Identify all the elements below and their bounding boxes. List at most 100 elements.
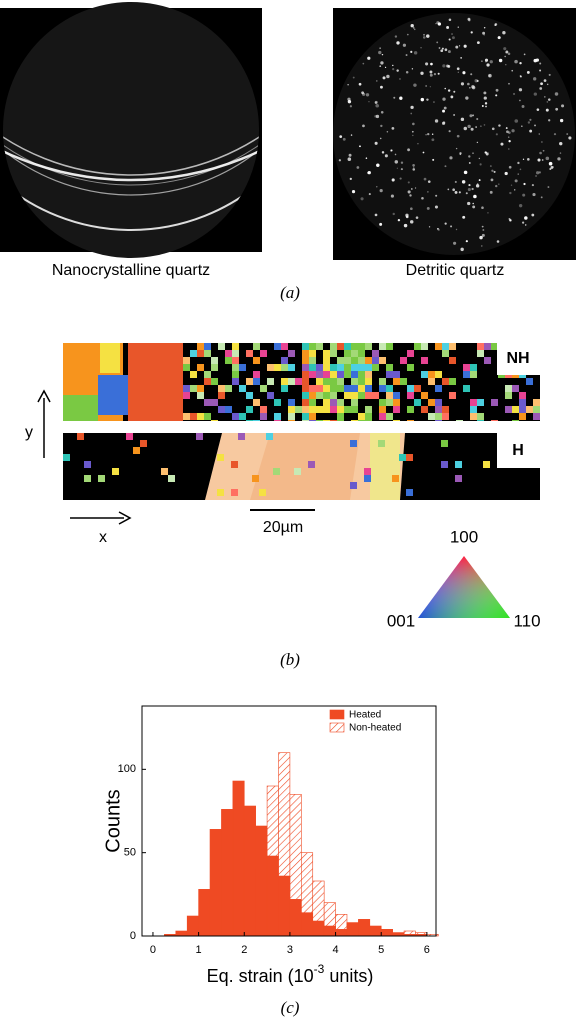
pixel xyxy=(365,406,372,413)
pixel xyxy=(204,413,211,420)
pixel xyxy=(365,413,372,420)
spot xyxy=(548,119,550,121)
spot xyxy=(492,127,495,130)
spot xyxy=(436,42,438,44)
spot xyxy=(410,220,413,223)
spot xyxy=(566,133,568,135)
pixel xyxy=(140,440,147,447)
spot xyxy=(505,172,508,175)
pixel xyxy=(344,364,351,371)
spot xyxy=(396,41,399,44)
spot xyxy=(539,152,542,155)
spot xyxy=(386,75,389,78)
pixel xyxy=(407,364,414,371)
spot xyxy=(412,135,413,136)
spot xyxy=(533,77,536,80)
spot xyxy=(457,135,460,138)
pixel xyxy=(246,392,253,399)
caption: Detritic quartz xyxy=(406,262,505,279)
pixel xyxy=(372,350,379,357)
pixel xyxy=(197,413,204,420)
pixel xyxy=(358,364,365,371)
pixel xyxy=(309,392,316,399)
spot xyxy=(519,204,522,207)
pixel xyxy=(309,399,316,406)
spot xyxy=(449,18,452,21)
pixel xyxy=(309,406,316,413)
plot: 0123456050100HeatedNon-heated xyxy=(118,706,439,956)
spot xyxy=(425,62,428,65)
pixel xyxy=(260,385,267,392)
pixel xyxy=(323,420,330,421)
spot xyxy=(528,121,530,123)
spot xyxy=(561,104,564,107)
bar xyxy=(290,899,301,936)
pixel xyxy=(288,364,295,371)
spot xyxy=(532,184,534,186)
y-axis-title: Counts xyxy=(102,789,124,852)
pixel xyxy=(463,385,470,392)
spot xyxy=(543,150,545,152)
pixel xyxy=(441,461,448,468)
pixel xyxy=(288,350,295,357)
spot xyxy=(471,188,473,190)
pixel xyxy=(533,413,540,420)
pixel xyxy=(407,350,414,357)
spot xyxy=(539,69,541,71)
spot xyxy=(468,18,471,21)
pixel xyxy=(295,378,302,385)
pixel xyxy=(337,357,344,364)
spot xyxy=(375,142,378,145)
pixel xyxy=(435,371,442,378)
pixel xyxy=(358,378,365,385)
spot xyxy=(539,133,540,134)
pixel xyxy=(428,371,435,378)
spot xyxy=(547,101,549,103)
spot xyxy=(506,130,509,133)
pixel xyxy=(259,489,266,496)
spot xyxy=(534,124,536,126)
pixel xyxy=(183,357,190,364)
spot xyxy=(442,64,445,67)
pixel xyxy=(239,385,246,392)
spot xyxy=(455,46,458,49)
spot xyxy=(376,163,379,166)
spot xyxy=(461,118,464,121)
pixel xyxy=(330,406,337,413)
pixel xyxy=(302,399,309,406)
spot xyxy=(378,51,381,54)
spot xyxy=(368,101,369,102)
spot xyxy=(397,168,398,169)
legend-swatch xyxy=(330,723,344,732)
spot xyxy=(403,44,406,47)
pixel xyxy=(393,406,400,413)
spot xyxy=(430,74,433,77)
spot xyxy=(352,190,355,193)
x-axis-title: Eq. strain (10-3 units) xyxy=(207,962,374,986)
spot xyxy=(485,106,487,108)
pixel xyxy=(351,350,358,357)
pixel xyxy=(294,468,301,475)
pixel xyxy=(330,385,337,392)
spot xyxy=(531,214,534,217)
pixel xyxy=(323,385,330,392)
spot xyxy=(485,151,487,153)
spot xyxy=(504,56,505,57)
spot xyxy=(508,136,509,137)
pixel xyxy=(351,392,358,399)
pixel xyxy=(84,461,91,468)
pixel xyxy=(372,364,379,371)
spot xyxy=(495,23,498,26)
spot xyxy=(472,203,474,205)
spot xyxy=(509,192,511,194)
spot xyxy=(469,162,471,164)
pixel xyxy=(365,420,372,421)
pixel xyxy=(273,468,280,475)
y-tick-label: 100 xyxy=(118,763,136,775)
pixel xyxy=(288,399,295,406)
spot xyxy=(449,156,452,159)
pixel xyxy=(253,343,260,350)
spot xyxy=(522,105,525,108)
pixel xyxy=(183,385,190,392)
pixel xyxy=(232,343,239,350)
